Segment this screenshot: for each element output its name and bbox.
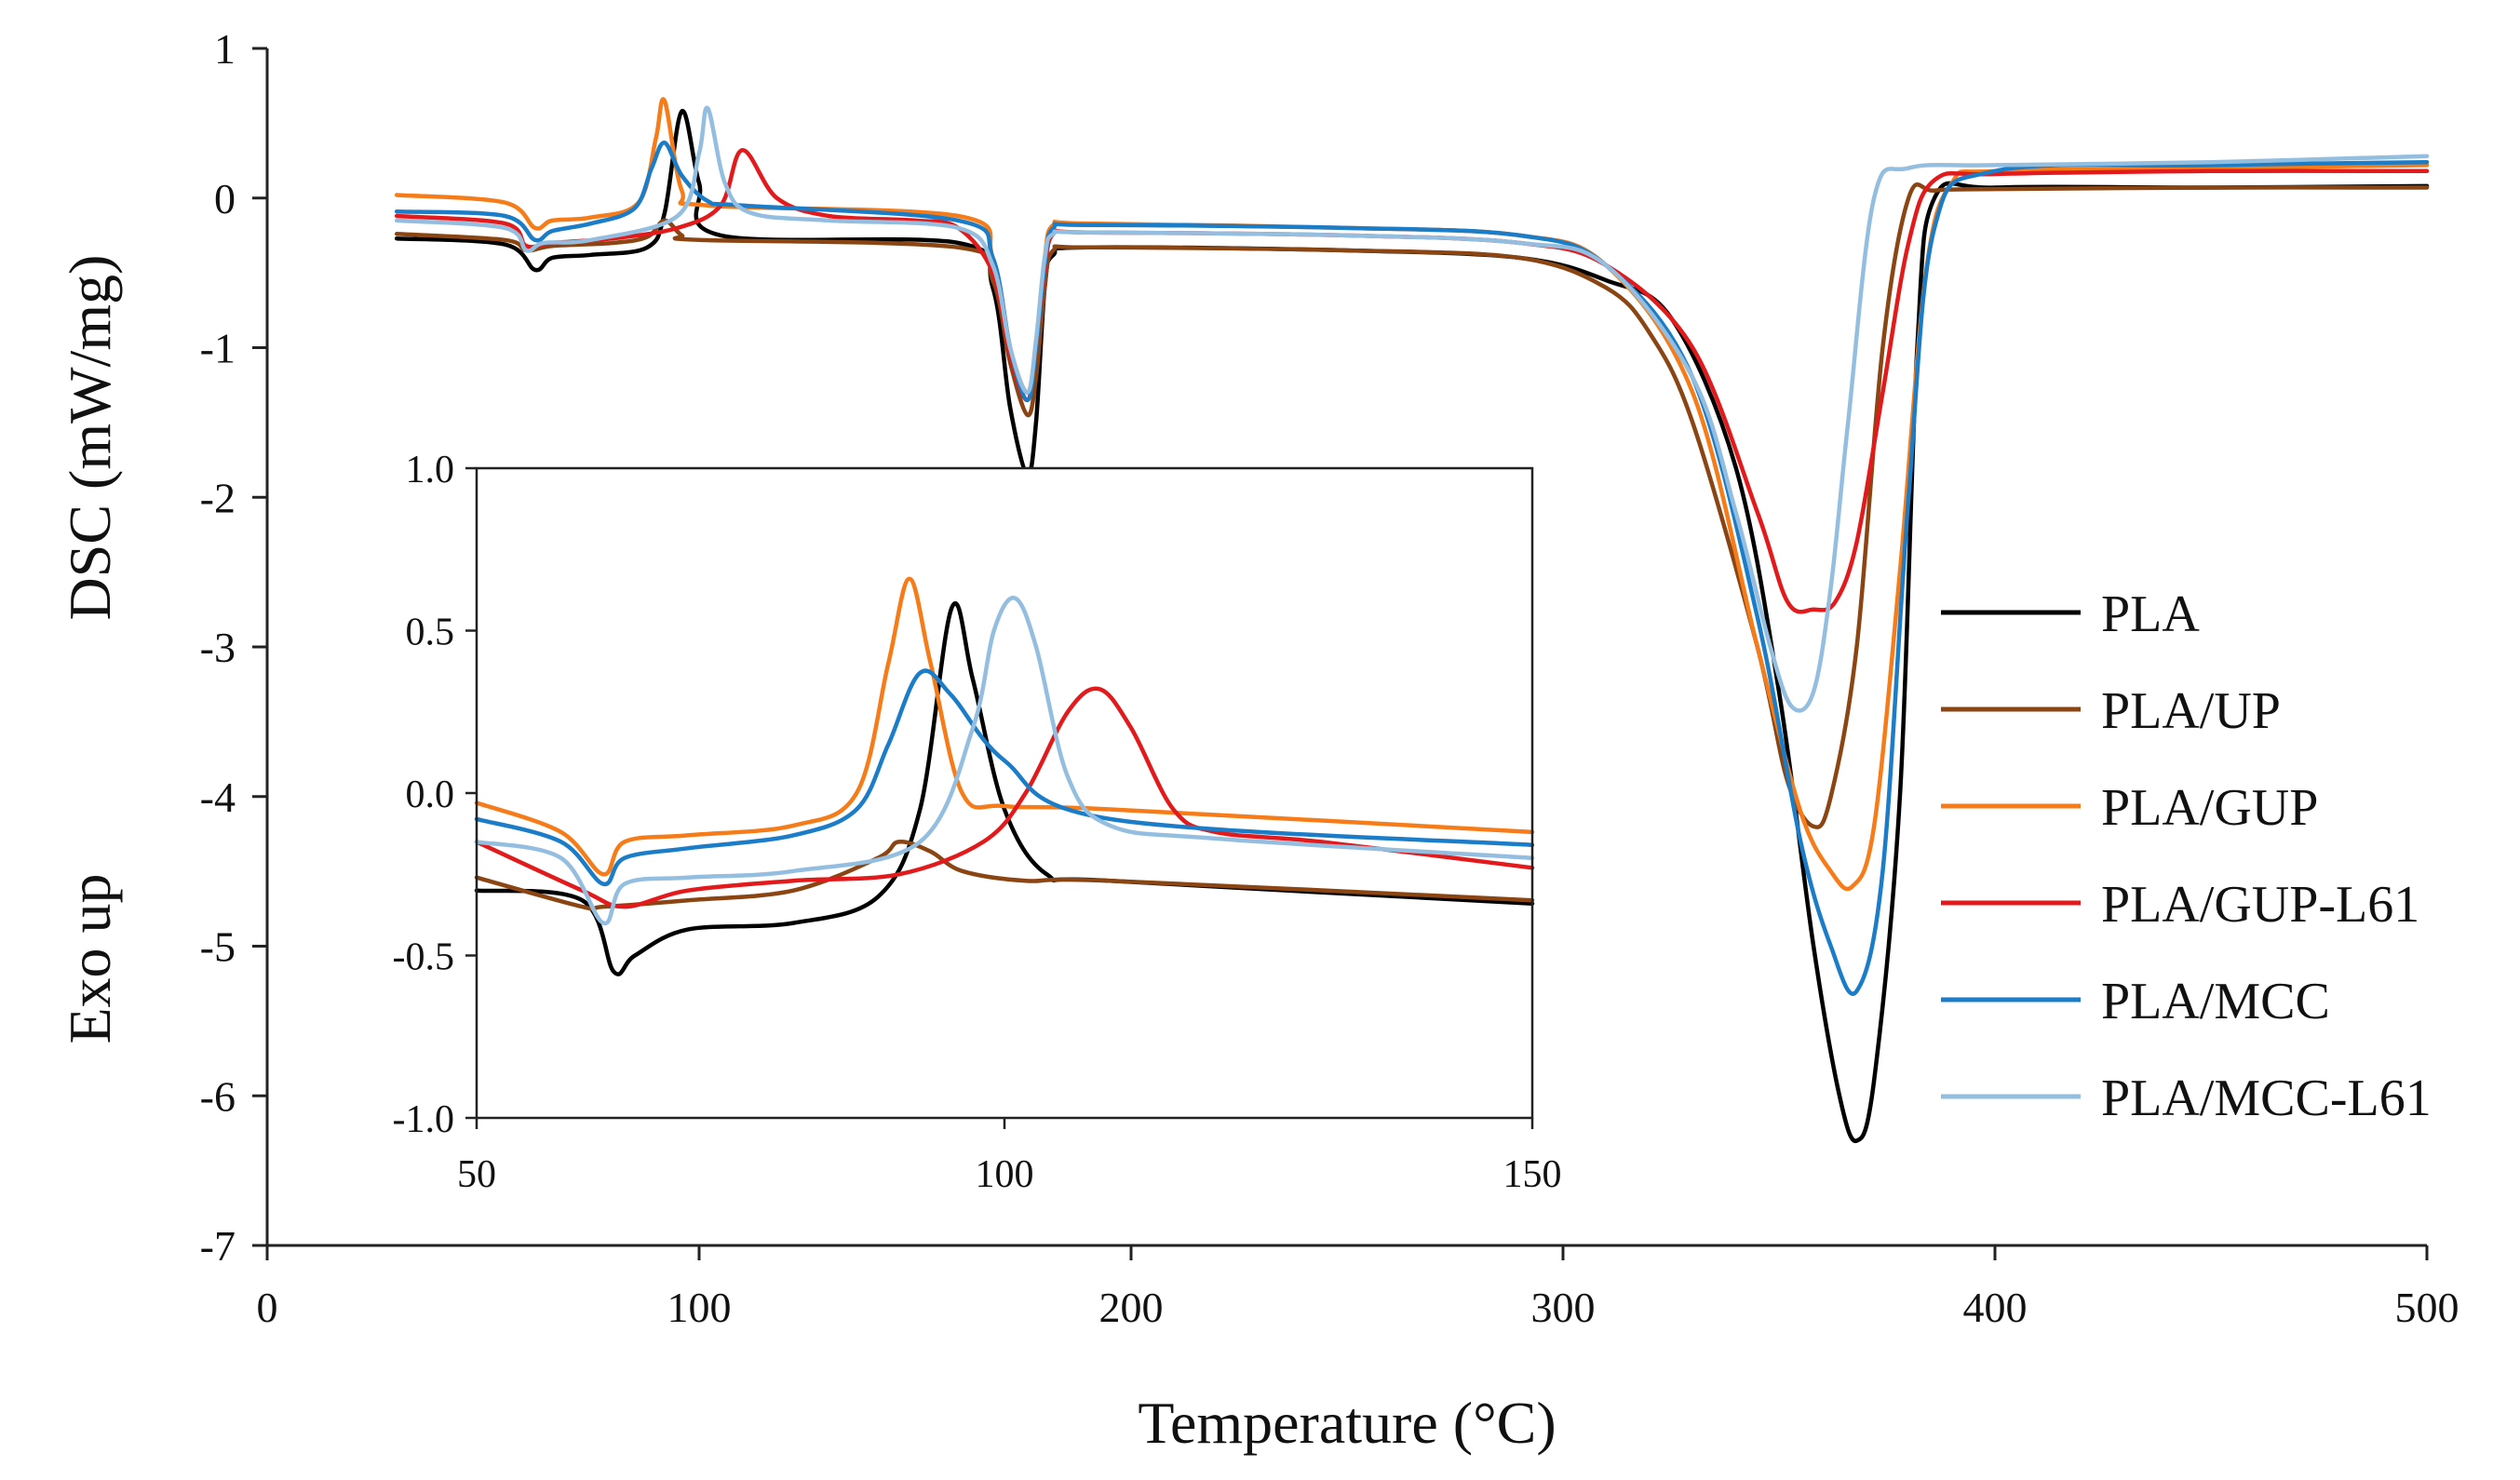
main-y-ticks: 1 0 -1 -2 -3 -4 -5 -6 -7	[200, 25, 267, 1270]
main-y-tick-label: -6	[200, 1072, 236, 1120]
main-y-tick-label: -1	[200, 325, 236, 372]
legend-label: PLA/GUP-L61	[2101, 876, 2419, 934]
main-x-ticks: 0 100 200 300 400 500	[257, 1245, 2459, 1331]
main-series-line	[394, 105, 2430, 713]
inset-x-tick-label: 100	[976, 1153, 1034, 1196]
legend-label: PLA/GUP	[2101, 779, 2318, 837]
main-x-axis-title: Temperature (°C)	[1138, 1390, 1556, 1456]
inset-y-tick-label: 0.0	[406, 774, 455, 816]
legend-label: PLA	[2101, 585, 2200, 643]
inset-series-line	[474, 840, 1535, 911]
main-y-axis-subtitle: Exo up	[57, 873, 123, 1043]
main-series-lines	[394, 97, 2430, 1143]
main-x-tick-label: 200	[1099, 1284, 1164, 1331]
inset-series-line	[474, 686, 1535, 909]
legend-label: PLA/MCC	[2101, 973, 2330, 1030]
inset-plot: 1.0 0.5 0.0 -0.5 -1.0 50 100 150	[393, 449, 1562, 1196]
legend: PLA PLA/UP PLA/GUP PLA/GUP-L61 PLA/MCC PLA/MC…	[1941, 585, 2432, 1127]
main-x-tick-label: 300	[1531, 1284, 1596, 1331]
main-x-tick-label: 0	[257, 1284, 278, 1331]
main-y-tick-label: -3	[200, 624, 236, 671]
legend-label: PLA/UP	[2101, 682, 2281, 740]
inset-series-line	[474, 596, 1535, 925]
main-x-tick-label: 400	[1963, 1284, 2028, 1331]
inset-y-tick-label: 1.0	[406, 449, 455, 491]
main-y-axis-title: DSC (mW/mg)	[57, 255, 123, 621]
main-y-tick-label: 1	[214, 25, 236, 73]
inset-y-ticks: 1.0 0.5 0.0 -0.5 -1.0	[393, 449, 477, 1141]
inset-series-line	[474, 576, 1535, 877]
main-y-tick-label: 0	[214, 175, 236, 222]
legend-label: PLA/MCC-L61	[2101, 1070, 2432, 1127]
main-y-tick-label: -2	[200, 474, 236, 521]
main-plot: 1 0 -1 -2 -3 -4 -5 -6 -7 0 100 200 300 400 500 Temper…	[57, 25, 2459, 1456]
main-y-tick-label: -7	[200, 1222, 236, 1270]
main-y-tick-label: -4	[200, 774, 236, 821]
inset-series-lines	[474, 576, 1535, 976]
inset-y-tick-label: -1.0	[393, 1098, 455, 1141]
main-x-tick-label: 500	[2395, 1284, 2459, 1331]
inset-x-ticks: 50 100 150	[457, 1118, 1562, 1196]
main-series-line	[394, 141, 2430, 996]
inset-y-tick-label: 0.5	[406, 612, 455, 654]
inset-x-tick-label: 150	[1503, 1153, 1562, 1196]
main-x-tick-label: 100	[667, 1284, 732, 1331]
inset-series-line	[474, 668, 1535, 886]
main-y-tick-label: -5	[200, 923, 236, 971]
inset-x-tick-label: 50	[457, 1153, 496, 1196]
inset-background	[477, 468, 1532, 1118]
inset-y-tick-label: -0.5	[393, 936, 455, 979]
